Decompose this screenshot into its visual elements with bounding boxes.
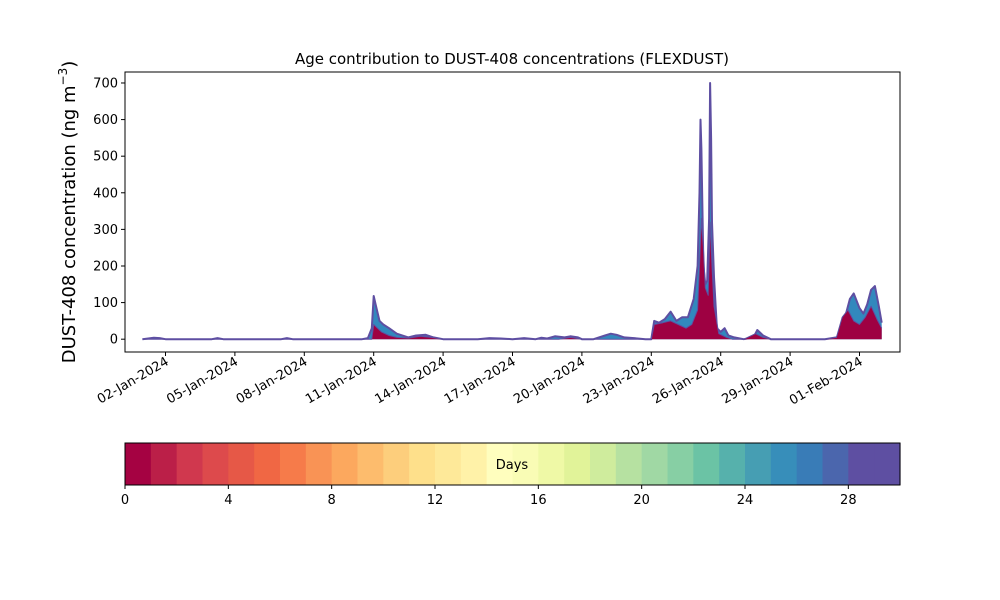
colorbar-tick-label: 0 bbox=[121, 493, 129, 508]
colorbar-tick-label: 20 bbox=[633, 493, 650, 508]
y-tick-label: 100 bbox=[93, 296, 118, 311]
colorbar-segment bbox=[796, 443, 824, 485]
y-tick-label: 0 bbox=[110, 333, 118, 348]
colorbar-segment bbox=[202, 443, 229, 485]
colorbar-segment bbox=[848, 443, 875, 485]
y-axis-label-close: ) bbox=[59, 61, 80, 68]
y-axis-label-superscript: −3 bbox=[56, 68, 70, 86]
colorbar-segment bbox=[228, 443, 255, 485]
colorbar-tick-label: 12 bbox=[427, 493, 444, 508]
colorbar-segment bbox=[357, 443, 384, 485]
y-tick-label: 700 bbox=[93, 76, 118, 91]
y-axis: 0 100 200 300 400 500 600 700 bbox=[93, 76, 125, 348]
x-tick-label: 26-Jan-2024 bbox=[650, 354, 727, 407]
y-axis-label-main: DUST-408 concentration (ng m bbox=[59, 85, 80, 363]
colorbar-segment bbox=[383, 443, 410, 485]
y-axis-label: DUST-408 concentration (ng m−3) bbox=[56, 61, 80, 364]
colorbar-segment bbox=[693, 443, 720, 485]
colorbar-tick-label: 4 bbox=[224, 493, 232, 508]
colorbar-segment bbox=[460, 443, 488, 485]
series-line-0 bbox=[142, 217, 883, 340]
y-tick-label: 500 bbox=[93, 150, 118, 165]
colorbar-segment bbox=[331, 443, 359, 485]
colorbar-frame bbox=[124, 442, 901, 486]
colorbar-tick-label: 16 bbox=[530, 493, 547, 508]
plot-series bbox=[142, 82, 883, 341]
colorbar-segment bbox=[538, 443, 565, 485]
colorbar-segment bbox=[486, 443, 514, 485]
colorbar-tick-label: 28 bbox=[840, 493, 857, 508]
colorbar-tick-label: 24 bbox=[737, 493, 754, 508]
colorbar-segment bbox=[874, 443, 901, 485]
x-tick-label: 20-Jan-2024 bbox=[511, 354, 588, 407]
x-tick-label: 11-Jan-2024 bbox=[303, 354, 380, 407]
x-tick-label: 05-Jan-2024 bbox=[164, 354, 241, 407]
x-tick-label: 01-Feb-2024 bbox=[787, 354, 866, 408]
x-tick-label: 23-Jan-2024 bbox=[581, 354, 658, 407]
x-axis: 02-Jan-202405-Jan-202408-Jan-202411-Jan-… bbox=[95, 352, 866, 408]
colorbar-segment bbox=[822, 443, 849, 485]
chart-title: Age contribution to DUST-408 concentrati… bbox=[295, 50, 729, 68]
colorbar: 0 4 8 12 16 20 24 28 bbox=[121, 442, 901, 508]
colorbar-segment bbox=[745, 443, 772, 485]
series-area-0 bbox=[142, 218, 882, 340]
colorbar-segment bbox=[409, 443, 436, 485]
series-area-1 bbox=[142, 83, 882, 340]
colorbar-tick-label: 8 bbox=[328, 493, 336, 508]
y-tick-label: 400 bbox=[93, 186, 118, 201]
colorbar-segment bbox=[176, 443, 204, 485]
x-tick-label: 02-Jan-2024 bbox=[95, 354, 172, 407]
colorbar-segment bbox=[590, 443, 617, 485]
colorbar-segment bbox=[564, 443, 591, 485]
colorbar-segment bbox=[641, 443, 669, 485]
colorbar-label: Days bbox=[496, 458, 529, 473]
colorbar-segment bbox=[667, 443, 694, 485]
colorbar-segment bbox=[435, 443, 462, 485]
colorbar-segment bbox=[770, 443, 798, 485]
colorbar-segment bbox=[254, 443, 281, 485]
x-tick-label: 08-Jan-2024 bbox=[234, 354, 311, 407]
series-line-1 bbox=[142, 82, 883, 341]
y-tick-label: 600 bbox=[93, 113, 118, 128]
x-tick-label: 17-Jan-2024 bbox=[442, 354, 519, 407]
colorbar-segment bbox=[150, 443, 178, 485]
x-tick-label: 14-Jan-2024 bbox=[373, 354, 450, 407]
plot-frame bbox=[124, 71, 901, 353]
y-tick-label: 300 bbox=[93, 223, 118, 238]
colorbar-segment bbox=[280, 443, 307, 485]
colorbar-segment bbox=[719, 443, 746, 485]
y-tick-label: 200 bbox=[93, 259, 118, 274]
colorbar-segment bbox=[125, 443, 152, 485]
colorbar-segment bbox=[615, 443, 643, 485]
colorbar-segment bbox=[512, 443, 539, 485]
colorbar-segment bbox=[305, 443, 333, 485]
x-tick-label: 29-Jan-2024 bbox=[720, 354, 797, 407]
